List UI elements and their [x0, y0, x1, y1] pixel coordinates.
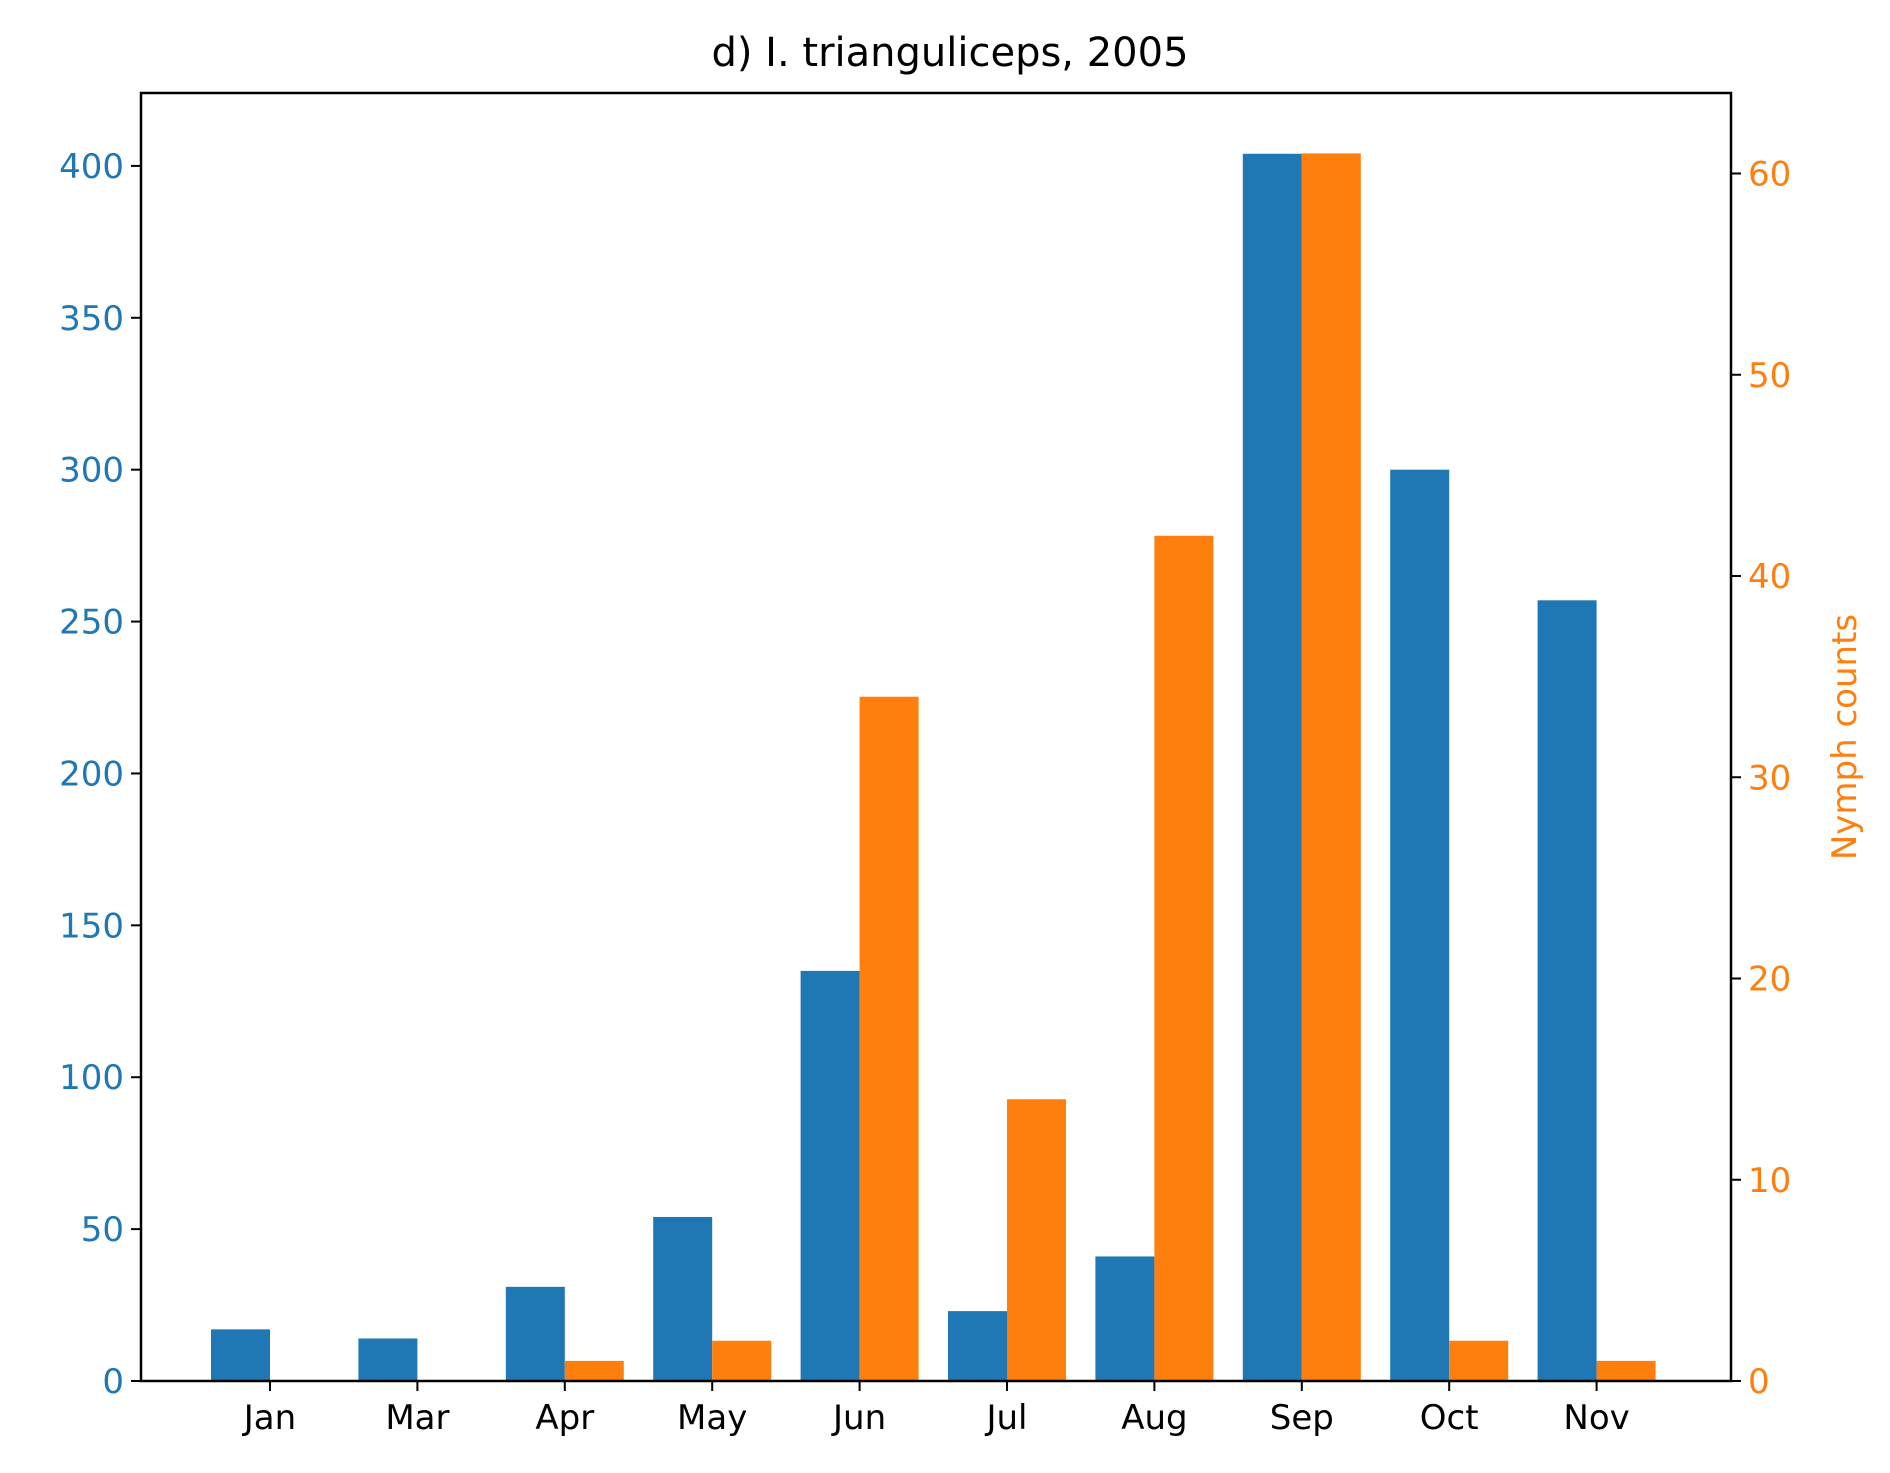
- right-y-tick-label: 10: [1748, 1161, 1791, 1201]
- bars: [211, 153, 1656, 1381]
- bar-right-jun: [859, 696, 919, 1381]
- x-tick-label: May: [677, 1398, 747, 1438]
- bar-left-mar: [358, 1338, 418, 1381]
- bar-left-sep: [1242, 153, 1302, 1381]
- x-tick-label: Jul: [984, 1398, 1027, 1438]
- bar-right-apr: [564, 1360, 624, 1381]
- bar-left-oct: [1390, 469, 1450, 1381]
- x-tick-label: Nov: [1563, 1398, 1629, 1438]
- right-y-tick-label: 60: [1748, 155, 1791, 195]
- bar-left-jun: [800, 970, 860, 1381]
- x-tick-label: Mar: [385, 1398, 449, 1438]
- bar-right-oct: [1449, 1340, 1509, 1381]
- left-y-tick-label: 300: [59, 451, 124, 491]
- bar-left-jul: [948, 1311, 1007, 1381]
- x-tick-label: Jan: [242, 1398, 296, 1438]
- x-tick-label: Aug: [1121, 1398, 1187, 1438]
- left-y-tick-label: 350: [59, 299, 124, 339]
- bar-right-may: [712, 1340, 772, 1381]
- bar-left-apr: [505, 1286, 565, 1381]
- right-axis-label: Nymph counts: [1825, 614, 1865, 860]
- left-y-tick-label: 0: [102, 1362, 124, 1402]
- bar-right-sep: [1301, 153, 1361, 1381]
- bar-left-jan: [211, 1329, 270, 1381]
- right-y-tick-label: 0: [1748, 1362, 1770, 1402]
- x-tick-label: Oct: [1420, 1398, 1479, 1438]
- right-y-tick-label: 30: [1748, 758, 1791, 798]
- x-axis: Jan Mar Apr May Jun Jul Aug Sep Oct Nov: [242, 1381, 1630, 1438]
- x-tick-label: Sep: [1270, 1398, 1334, 1438]
- right-y-tick-label: 50: [1748, 356, 1791, 396]
- plot-frame: [139, 91, 1733, 1383]
- left-y-tick-label: 150: [59, 906, 124, 946]
- right-y-axis: 0 10 20 30 40 50 60: [1731, 155, 1791, 1402]
- left-y-tick-label: 250: [59, 603, 124, 643]
- x-tick-label: Apr: [535, 1398, 594, 1438]
- chart-title: d) I. trianguliceps, 2005: [711, 30, 1188, 76]
- x-tick-label: Jun: [831, 1398, 886, 1438]
- left-y-axis: 0 50 100 150 200 250 300 350 400: [59, 147, 141, 1402]
- left-y-tick-label: 200: [59, 754, 124, 794]
- left-y-tick-label: 100: [59, 1058, 124, 1098]
- left-y-tick-label: 400: [59, 147, 124, 187]
- bar-left-aug: [1095, 1256, 1155, 1381]
- left-y-tick-label: 50: [81, 1210, 124, 1250]
- bar-left-may: [653, 1216, 713, 1381]
- right-y-tick-label: 40: [1748, 557, 1791, 597]
- bar-right-jul: [1007, 1099, 1066, 1381]
- bar-right-nov: [1596, 1360, 1656, 1381]
- bar-right-aug: [1154, 535, 1214, 1381]
- right-y-tick-label: 20: [1748, 960, 1791, 1000]
- bar-left-nov: [1537, 600, 1597, 1381]
